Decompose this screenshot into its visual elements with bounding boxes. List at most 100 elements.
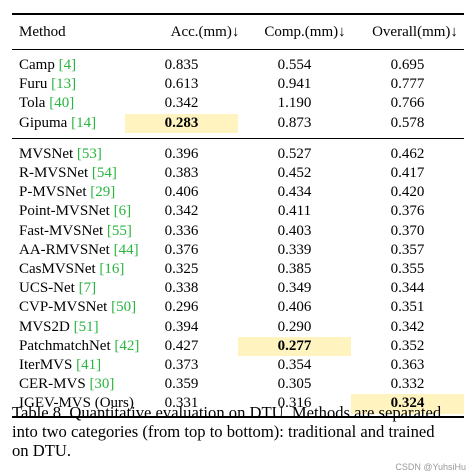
comp-value-cell: 1.190 xyxy=(238,94,351,113)
method-cell: IterMVS [41] xyxy=(12,356,125,375)
citation-link[interactable]: [16] xyxy=(99,261,125,278)
caption-line-1: Table 8. Quantitative evaluation on DTU.… xyxy=(12,403,442,422)
comp-value-cell: 0.406 xyxy=(238,298,351,317)
acc-value: 0.331 xyxy=(164,395,199,412)
method-cell: P-MVSNet [29] xyxy=(12,183,125,202)
acc-value: 0.336 xyxy=(164,222,199,239)
acc-value-cell: 0.336 xyxy=(125,222,238,241)
citation-link[interactable]: [14] xyxy=(71,114,97,131)
method-name: PatchmatchNet xyxy=(19,337,115,354)
method-cell: AA-RMVSNet [44] xyxy=(12,241,139,260)
table-row: IterMVS [41] 0.373 0.354 0.363 xyxy=(12,356,464,375)
comp-value: 0.554 xyxy=(277,57,312,73)
acc-value-cell: 0.296 xyxy=(125,298,238,317)
method-name: IterMVS xyxy=(19,357,77,374)
header-comp: Comp.(mm)↓ xyxy=(264,24,346,40)
overall-value-best: 0.324 xyxy=(390,395,425,412)
acc-value: 0.383 xyxy=(164,165,199,182)
comp-value-cell: 0.411 xyxy=(238,202,351,221)
results-table-container: Method Acc.(mm)↓ Comp.(mm)↓ Overall(mm)↓… xyxy=(12,13,464,418)
citation-link[interactable]: [42] xyxy=(114,337,140,354)
overall-value: 0.417 xyxy=(390,165,425,182)
method-name: R-MVSNet xyxy=(19,165,92,182)
comp-value: 0.403 xyxy=(277,222,312,239)
overall-value: 0.766 xyxy=(390,95,425,112)
citation-link[interactable]: [29] xyxy=(90,184,116,201)
method-name: Gipuma xyxy=(19,114,72,131)
comp-value: 0.316 xyxy=(277,395,312,412)
watermark: CSDN @YuhsiHu xyxy=(395,462,466,472)
method-cell: MVSNet [53] xyxy=(12,145,125,164)
comp-value: 0.290 xyxy=(277,318,312,335)
comp-value: 0.411 xyxy=(277,203,312,220)
citation-link[interactable]: [40] xyxy=(49,95,75,112)
overall-value-cell: 0.344 xyxy=(351,279,464,298)
acc-value: 0.394 xyxy=(164,318,199,335)
acc-value-cell: 0.383 xyxy=(125,164,238,183)
method-cell: Furu [13] xyxy=(12,75,125,94)
overall-value-cell: 0.695 xyxy=(351,56,464,75)
acc-value-cell: 0.406 xyxy=(125,183,238,202)
method-cell: Tola [40] xyxy=(12,94,125,113)
citation-link[interactable]: [50] xyxy=(111,299,137,316)
comp-value-cell: 0.527 xyxy=(238,145,351,164)
table-row: CVP-MVSNet [50] 0.296 0.406 0.351 xyxy=(12,298,464,317)
header-rule xyxy=(12,49,464,50)
comp-value-cell: 0.277 xyxy=(238,336,351,357)
comp-value: 0.406 xyxy=(277,299,312,316)
method-name: AA-RMVSNet xyxy=(19,241,114,258)
overall-value: 0.344 xyxy=(390,280,425,297)
method-cell: Fast-MVSNet [55] xyxy=(12,222,132,241)
comp-value: 0.873 xyxy=(277,114,312,131)
method-name: Furu xyxy=(19,76,52,93)
method-name: IGEV-MVS (Ours) xyxy=(19,395,134,412)
overall-value-cell: 0.355 xyxy=(351,260,464,279)
overall-value: 0.370 xyxy=(390,222,425,239)
table-row: Tola [40] 0.342 1.190 0.766 xyxy=(12,94,464,113)
acc-value: 0.342 xyxy=(164,95,199,112)
table-row: CasMVSNet [16] 0.325 0.385 0.355 xyxy=(12,260,464,279)
overall-value-cell: 0.370 xyxy=(351,222,464,241)
learned-methods-body: MVSNet [53] 0.396 0.527 0.462 R-MVSNet [54] 0… xyxy=(12,139,464,414)
citation-link[interactable]: [55] xyxy=(106,222,132,239)
comp-value-cell: 0.941 xyxy=(238,75,351,94)
citation-link[interactable]: [44] xyxy=(113,241,139,258)
overall-value-cell: 0.332 xyxy=(351,375,464,394)
overall-value: 0.695 xyxy=(390,57,425,73)
citation-link[interactable]: [30] xyxy=(89,376,115,393)
comp-value-cell: 0.305 xyxy=(238,375,351,394)
comp-value-cell: 0.554 xyxy=(238,56,351,75)
method-cell: R-MVSNet [54] xyxy=(12,164,125,183)
method-name: Fast-MVSNet xyxy=(19,222,107,239)
comp-value-cell: 0.354 xyxy=(238,356,351,375)
acc-value-cell: 0.376 xyxy=(125,241,238,260)
traditional-methods-body: Camp [4] 0.835 0.554 0.695 Furu [13] 0.613 0.9… xyxy=(12,50,464,133)
method-name: MVS2D xyxy=(19,318,74,335)
table-row: Fast-MVSNet [55] 0.336 0.403 0.370 xyxy=(12,222,464,241)
citation-link[interactable]: [53] xyxy=(76,145,102,162)
table-row: MVSNet [53] 0.396 0.527 0.462 xyxy=(12,145,464,164)
citation-link[interactable]: [41] xyxy=(76,357,102,374)
table-row: P-MVSNet [29] 0.406 0.434 0.420 xyxy=(12,183,464,202)
citation-link[interactable]: [13] xyxy=(51,76,77,93)
citation-link[interactable]: [51] xyxy=(73,318,99,335)
acc-value-cell: 0.342 xyxy=(125,202,238,221)
acc-value: 0.338 xyxy=(164,280,199,297)
citation-link[interactable]: [6] xyxy=(113,203,132,220)
citation-link[interactable]: [7] xyxy=(78,280,97,297)
acc-value: 0.296 xyxy=(164,299,199,316)
method-cell: CER-MVS [30] xyxy=(12,375,125,394)
acc-value-cell: 0.283 xyxy=(125,113,238,133)
acc-value-cell: 0.835 xyxy=(125,56,238,75)
citation-link[interactable]: [54] xyxy=(91,165,117,182)
acc-value-cell: 0.342 xyxy=(125,94,238,113)
overall-value: 0.777 xyxy=(390,76,425,93)
comp-value: 0.349 xyxy=(277,280,312,297)
comp-value-cell: 0.316 xyxy=(238,394,351,413)
comp-value: 0.305 xyxy=(277,376,312,393)
table-row: UCS-Net [7] 0.338 0.349 0.344 xyxy=(12,279,464,298)
header-acc: Acc.(mm)↓ xyxy=(170,24,240,40)
overall-value-cell: 0.363 xyxy=(351,356,464,375)
overall-value: 0.420 xyxy=(390,184,425,201)
citation-link[interactable]: [4] xyxy=(58,57,77,73)
